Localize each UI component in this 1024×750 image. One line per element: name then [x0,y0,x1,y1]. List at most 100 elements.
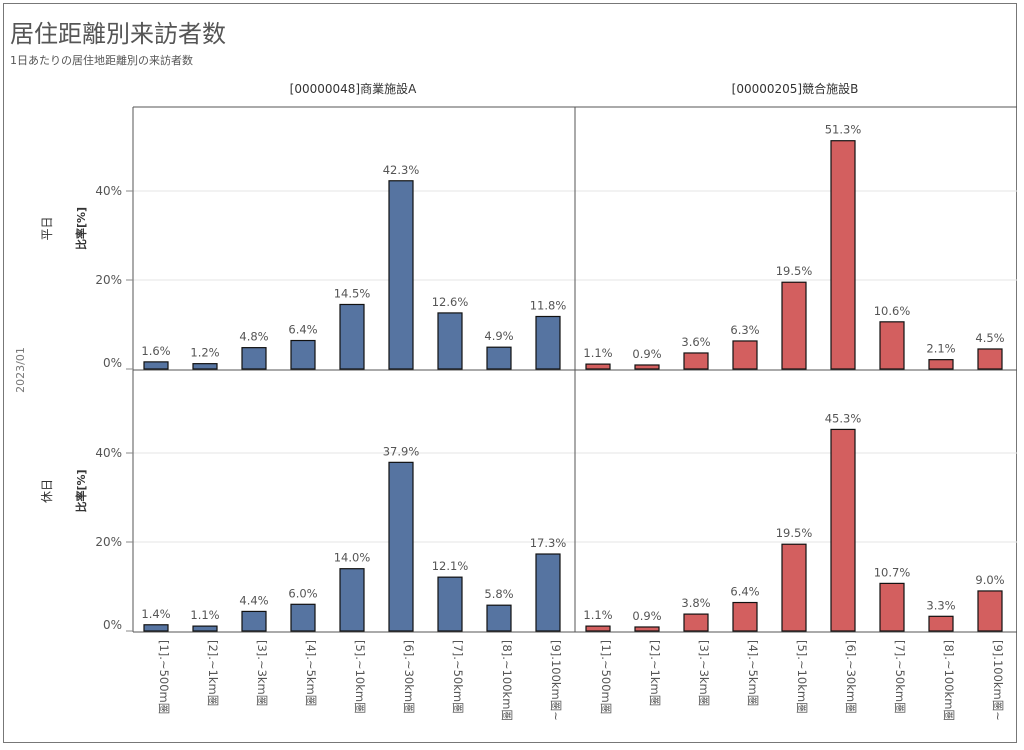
bar [241,347,267,370]
bar-value-label: 14.5% [334,286,371,300]
bar [781,543,807,632]
bar [585,625,611,632]
bar [290,339,316,370]
category-label: [6].~30km圏 [402,640,416,714]
category-label: [5].~10km圏 [795,640,809,714]
bar [143,361,169,370]
y-tick-label: 0% [103,618,122,632]
bar [977,348,1003,370]
bar [535,315,561,370]
y-tick-label: 20% [95,535,122,549]
bar [634,364,660,370]
category-label: [2].~1km圏 [648,640,662,706]
category-label: [1].~500m圏 [157,640,171,714]
category-label: [4].~5km圏 [746,640,760,706]
category-label: [1].~500m圏 [599,640,613,714]
bar [634,626,660,632]
bar [339,568,365,632]
category-label: [9].100km圏~ [991,640,1005,721]
bar-value-label: 12.1% [432,559,469,573]
category-label: [2].~1km圏 [206,640,220,706]
bar [928,615,954,632]
category-label: [8].~100km圏 [942,640,956,721]
bar-value-label: 0.9% [632,347,661,361]
bar-value-label: 2.1% [926,342,955,356]
bar [928,359,954,370]
y-axis-title: 比率[%] [74,469,88,512]
bar-value-label: 19.5% [776,526,813,540]
bar [977,590,1003,632]
bar-value-label: 1.2% [190,346,219,360]
bar [879,582,905,632]
bar-value-label: 6.0% [288,586,317,600]
bar-value-label: 1.4% [141,607,170,621]
bar [732,601,758,632]
category-label: [3].~3km圏 [255,640,269,706]
bar-value-label: 4.8% [239,330,268,344]
bar [192,625,218,632]
bar [437,576,463,632]
bar [143,624,169,632]
bar-value-label: 37.9% [383,444,420,458]
bar-value-label: 3.3% [926,598,955,612]
bar [339,303,365,370]
bar [683,613,709,632]
category-label: [8].~100km圏 [500,640,514,721]
bar [241,610,267,632]
bar [486,346,512,370]
bar-value-label: 6.4% [730,585,759,599]
bar [830,428,856,632]
bar-value-label: 3.8% [681,596,710,610]
bar [535,553,561,632]
chart-frame [3,3,1017,743]
bar-value-label: 1.6% [141,344,170,358]
bar-value-label: 11.8% [530,298,567,312]
bar-value-label: 1.1% [190,608,219,622]
category-label: [6].~30km圏 [844,640,858,714]
bar-value-label: 3.6% [681,335,710,349]
bar [879,321,905,370]
bar [585,363,611,370]
category-label: [7].~50km圏 [451,640,465,714]
bar-value-label: 5.8% [484,587,513,601]
bar-value-label: 4.9% [484,329,513,343]
bar-value-label: 42.3% [383,163,420,177]
bar-value-label: 51.3% [825,123,862,137]
bar-value-label: 1.1% [583,608,612,622]
bar [192,363,218,370]
bar-value-label: 14.0% [334,551,371,565]
bar-value-label: 9.0% [975,573,1004,587]
bar [437,312,463,370]
column-header-facility-b: [00000205]競合施設B [731,82,859,96]
category-label: [3].~3km圏 [697,640,711,706]
row-label-0: 平日 [40,216,54,240]
row-label-1: 休日 [40,479,54,503]
bar-value-label: 10.6% [874,304,911,318]
bar-value-label: 4.5% [975,331,1004,345]
category-label: [7].~50km圏 [893,640,907,714]
bar [486,604,512,632]
bar-value-label: 1.1% [583,346,612,360]
date-label: 2023/01 [14,347,27,393]
bar [388,461,414,632]
bar [830,140,856,370]
bar-value-label: 45.3% [825,411,862,425]
bar [683,352,709,370]
bar-value-label: 0.9% [632,609,661,623]
bar-value-label: 10.7% [874,565,911,579]
bar-value-label: 6.4% [288,323,317,337]
y-tick-label: 20% [95,273,122,287]
chart-subtitle: 1日あたりの居住地距離別の来訪者数 [10,54,193,67]
bar-value-label: 12.6% [432,295,469,309]
bar [732,340,758,370]
bar [781,281,807,370]
y-tick-label: 0% [103,356,122,370]
bar [388,180,414,370]
y-tick-label: 40% [95,446,122,460]
bar-value-label: 4.4% [239,593,268,607]
category-label: [5].~10km圏 [353,640,367,714]
category-label: [4].~5km圏 [304,640,318,706]
bar-value-label: 6.3% [730,323,759,337]
chart-title: 居住距離別来訪者数 [10,20,226,48]
